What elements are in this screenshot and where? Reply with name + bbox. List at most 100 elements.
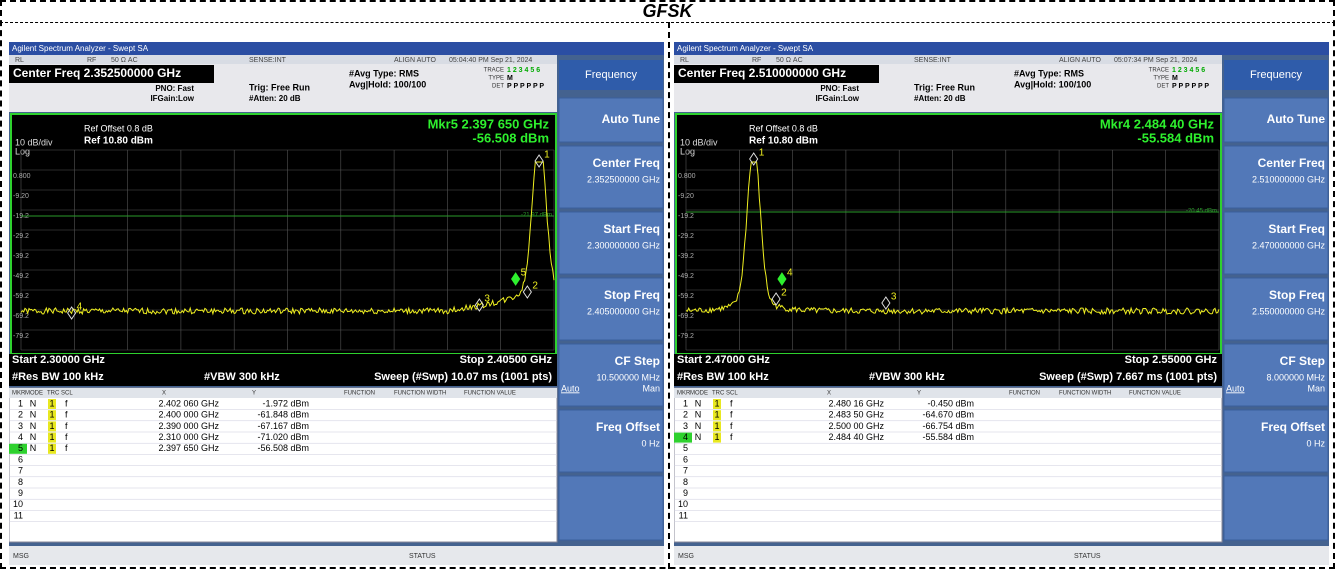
softkey-label: Stop Freq bbox=[604, 288, 660, 302]
softkey-label: Start Freq bbox=[1268, 222, 1325, 236]
label: MSG bbox=[678, 553, 694, 560]
label: Log bbox=[15, 146, 30, 156]
ref-level: Ref 10.80 dBm bbox=[749, 136, 818, 147]
table-cell: 2.400 000 GHz bbox=[158, 410, 219, 420]
softkey-label: CF Step bbox=[615, 354, 660, 368]
divider bbox=[0, 22, 1335, 23]
softkey-value: 2.550000000 GHz bbox=[1252, 306, 1326, 316]
label: Trig: Free Run bbox=[914, 82, 975, 92]
status-item: SENSE:INT bbox=[914, 57, 952, 64]
marker-diamond bbox=[67, 306, 77, 320]
table-cell: 4 bbox=[683, 432, 688, 442]
plot-area bbox=[675, 113, 1222, 355]
status-item: 50 Ω AC bbox=[776, 57, 803, 64]
softkey[interactable] bbox=[1223, 277, 1329, 341]
trc-cell bbox=[48, 443, 56, 454]
table-cell: 2.500 00 GHz bbox=[828, 421, 884, 431]
label: -20.45 dBm bbox=[1186, 209, 1217, 215]
window-title: Agilent Spectrum Analyzer - Swept SA bbox=[677, 44, 814, 53]
softkey[interactable] bbox=[558, 211, 664, 275]
table-cell: 5 bbox=[683, 443, 688, 453]
marker-diamond bbox=[534, 154, 544, 168]
y-label: -69.2 bbox=[678, 313, 694, 320]
table-cell: -67.167 dBm bbox=[257, 421, 309, 431]
table-header bbox=[674, 388, 1222, 398]
y-label: -29.2 bbox=[678, 233, 694, 240]
softkey[interactable] bbox=[1223, 145, 1329, 209]
table-cell: -66.754 dBm bbox=[922, 421, 974, 431]
table-cell: 2.402 060 GHz bbox=[158, 398, 219, 408]
softkey-header bbox=[559, 60, 663, 90]
softkey[interactable] bbox=[558, 409, 664, 473]
label: 10 dB/div bbox=[15, 137, 53, 147]
marker-number: 3 bbox=[484, 294, 490, 305]
table-cell: f bbox=[65, 421, 68, 431]
label: IFGain:Low bbox=[815, 94, 859, 103]
y-label: 0.800 bbox=[678, 173, 696, 180]
table-cell: 2.397 650 GHz bbox=[158, 443, 219, 453]
table-cell: 1 bbox=[714, 410, 719, 420]
ref-offset: Ref Offset 0.8 dB bbox=[749, 123, 818, 133]
softkey-label: Freq Offset bbox=[596, 420, 660, 434]
footer bbox=[9, 546, 664, 565]
label: #Avg Type: RMS bbox=[1014, 68, 1084, 78]
table-header bbox=[9, 388, 557, 398]
table-cell: 2.310 000 GHz bbox=[158, 432, 219, 442]
column-header: Y bbox=[252, 391, 256, 397]
softkey-label: CF Step bbox=[1280, 354, 1325, 368]
status-item: ALIGN AUTO bbox=[394, 57, 436, 64]
footer bbox=[674, 546, 1329, 565]
table-cell: f bbox=[65, 410, 68, 420]
label: #Res BW 100 kHz bbox=[12, 371, 104, 383]
label: Start 2.30000 GHz bbox=[12, 354, 105, 366]
table-cell: N bbox=[695, 421, 702, 431]
table-cell: -56.508 dBm bbox=[257, 443, 309, 453]
column-header: X bbox=[827, 391, 831, 397]
softkey[interactable] bbox=[558, 343, 664, 407]
column-header: FUNCTION bbox=[344, 391, 375, 397]
softkey-label: Stop Freq bbox=[1269, 288, 1325, 302]
column-header: X bbox=[162, 391, 166, 397]
status-item: RF bbox=[87, 57, 96, 64]
y-label: -79.2 bbox=[678, 333, 694, 340]
y-label: 0.800 bbox=[13, 173, 31, 180]
table-cell: 2.483 50 GHz bbox=[828, 410, 884, 420]
row-highlight bbox=[9, 443, 27, 454]
label: MSG bbox=[13, 553, 29, 560]
softkey[interactable] bbox=[1223, 409, 1329, 473]
label: STATUS bbox=[409, 553, 436, 560]
softkey[interactable] bbox=[558, 97, 664, 143]
freq-bar bbox=[9, 354, 557, 386]
label: Avg|Hold: 100/100 bbox=[1014, 79, 1091, 89]
table-cell: 8 bbox=[683, 477, 688, 487]
marker-readout: -56.508 dBm bbox=[472, 130, 549, 145]
table-cell: N bbox=[695, 398, 702, 408]
softkey-value: 2.470000000 GHz bbox=[1252, 240, 1326, 250]
label: TRACE bbox=[484, 68, 504, 74]
table-cell: -0.450 dBm bbox=[927, 398, 974, 408]
marker-diamond bbox=[881, 296, 891, 310]
softkey[interactable] bbox=[558, 277, 664, 341]
center-freq: Center Freq 2.352500000 GHz bbox=[13, 66, 181, 80]
divider bbox=[668, 22, 670, 569]
freq-bar bbox=[674, 354, 1222, 386]
softkey[interactable] bbox=[1223, 211, 1329, 275]
marker-table bbox=[9, 387, 558, 543]
softkey[interactable] bbox=[558, 145, 664, 209]
table-cell: 1 bbox=[683, 398, 688, 408]
table-cell: 5 bbox=[18, 443, 23, 453]
softkey[interactable] bbox=[1223, 97, 1329, 143]
label: STATUS bbox=[1074, 553, 1101, 560]
table-cell: 8 bbox=[18, 477, 23, 487]
status-item: RL bbox=[680, 57, 689, 64]
softkey-label: Start Freq bbox=[603, 222, 660, 236]
softkey[interactable] bbox=[1223, 343, 1329, 407]
label: #Atten: 20 dB bbox=[914, 94, 966, 103]
label: #Avg Type: RMS bbox=[349, 68, 419, 78]
label: PNO: Fast bbox=[155, 84, 194, 93]
table-cell: N bbox=[30, 398, 37, 408]
y-label: -39.2 bbox=[678, 253, 694, 260]
marker-readout: Mkr4 2.484 40 GHz bbox=[1100, 116, 1215, 131]
window-title: Agilent Spectrum Analyzer - Swept SA bbox=[12, 44, 149, 53]
label: Sweep (#Swp) 7.667 ms (1001 pts) bbox=[1039, 371, 1217, 383]
